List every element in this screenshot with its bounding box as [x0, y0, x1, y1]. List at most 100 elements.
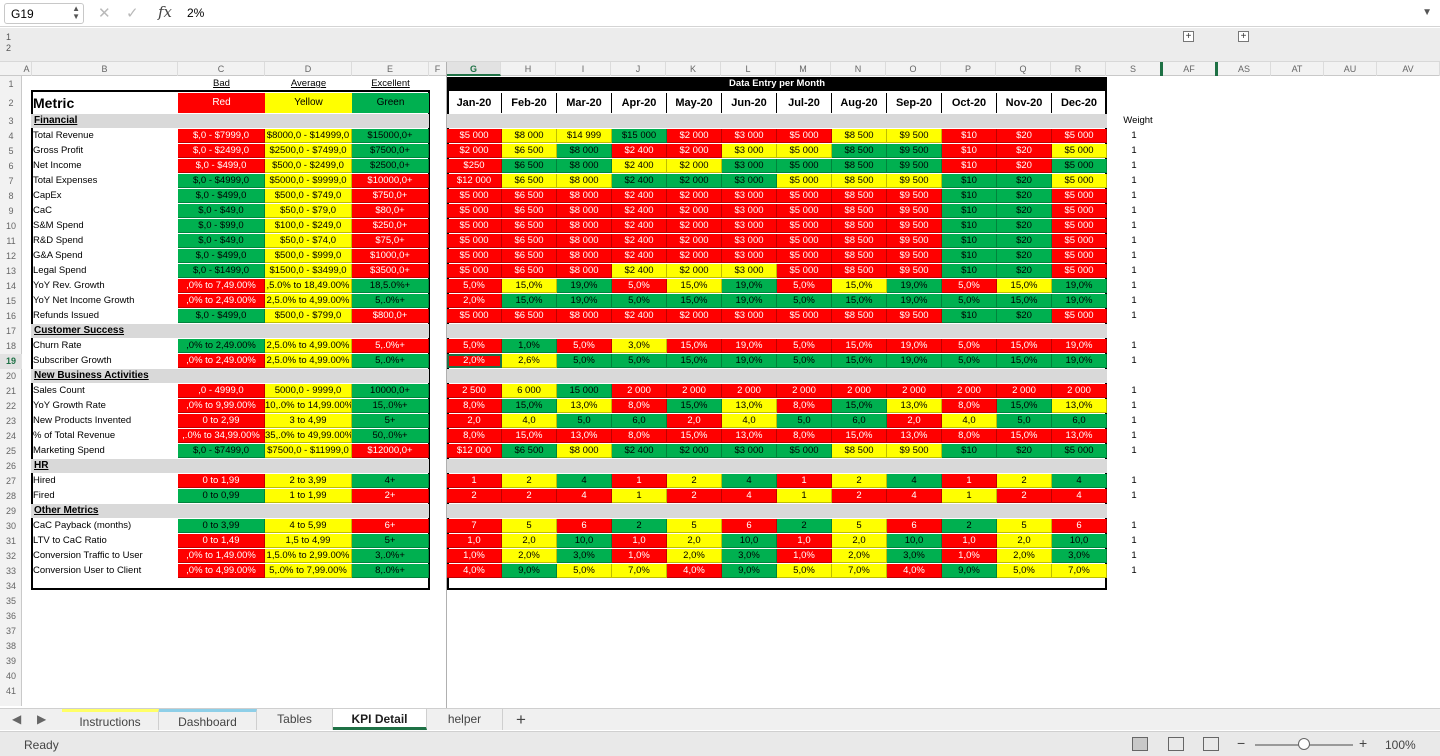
column-header-g[interactable]: G — [447, 62, 501, 76]
threshold-cell[interactable]: 5,.0%+ — [352, 339, 429, 353]
value-cell[interactable]: 2 — [612, 519, 667, 533]
value-cell[interactable]: $5 000 — [777, 309, 832, 323]
row-header-7[interactable]: 7 — [8, 176, 14, 186]
value-cell[interactable]: $6 500 — [502, 174, 557, 188]
value-cell[interactable]: 19,0% — [722, 354, 777, 368]
threshold-cell[interactable]: 35,.0% to 49,99.00% — [265, 429, 352, 443]
outline-level-2[interactable]: 2 — [6, 43, 12, 53]
value-cell[interactable]: 2 — [832, 474, 887, 488]
value-cell[interactable]: $8 500 — [832, 234, 887, 248]
value-cell[interactable]: 15,0% — [832, 399, 887, 413]
threshold-cell[interactable]: $250,0+ — [352, 219, 429, 233]
value-cell[interactable]: 5 — [832, 519, 887, 533]
zoom-out-icon[interactable]: − — [1237, 735, 1246, 751]
value-cell[interactable]: 19,0% — [1052, 339, 1107, 353]
value-cell[interactable]: $8 000 — [557, 144, 612, 158]
value-cell[interactable]: 4 — [887, 489, 942, 503]
threshold-cell[interactable]: ,0% to 7,49.00% — [178, 279, 265, 293]
value-cell[interactable]: $14 999 — [557, 129, 612, 143]
row-header-12[interactable]: 12 — [5, 251, 16, 261]
value-cell[interactable]: $2 400 — [612, 144, 667, 158]
value-cell[interactable]: 2 000 — [777, 384, 832, 398]
value-cell[interactable]: $3 000 — [722, 159, 777, 173]
value-cell[interactable]: 15,0% — [667, 399, 722, 413]
value-cell[interactable]: $3 000 — [722, 249, 777, 263]
value-cell[interactable]: 5,0% — [997, 564, 1052, 578]
threshold-cell[interactable]: $50,0 - $74,0 — [265, 234, 352, 248]
value-cell[interactable]: $5 000 — [447, 204, 502, 218]
value-cell[interactable]: 2 500 — [447, 384, 502, 398]
value-cell[interactable]: 1,0 — [447, 534, 502, 548]
value-cell[interactable]: $3 000 — [722, 444, 777, 458]
value-cell[interactable]: $2 000 — [667, 204, 722, 218]
value-cell[interactable]: 4 — [1052, 474, 1107, 488]
value-cell[interactable]: $2 000 — [667, 174, 722, 188]
threshold-cell[interactable]: 0 to 3,99 — [178, 519, 265, 533]
column-header-i[interactable]: I — [556, 62, 611, 76]
value-cell[interactable]: 19,0% — [722, 294, 777, 308]
threshold-cell[interactable]: $12000,0+ — [352, 444, 429, 458]
threshold-cell[interactable]: $3500,0+ — [352, 264, 429, 278]
value-cell[interactable]: $6 500 — [502, 234, 557, 248]
threshold-cell[interactable]: $10000,0+ — [352, 174, 429, 188]
value-cell[interactable]: 10,0 — [722, 534, 777, 548]
row-header-20[interactable]: 20 — [5, 371, 16, 381]
expand-group-icon[interactable]: + — [1238, 31, 1249, 42]
value-cell[interactable]: $5 000 — [777, 249, 832, 263]
value-cell[interactable]: $20 — [997, 174, 1052, 188]
value-cell[interactable]: $20 — [997, 234, 1052, 248]
value-cell[interactable]: $5 000 — [777, 189, 832, 203]
value-cell[interactable]: $6 500 — [502, 309, 557, 323]
value-cell[interactable]: 2 — [997, 489, 1052, 503]
zoom-in-icon[interactable]: + — [1359, 735, 1368, 751]
value-cell[interactable]: $5 000 — [777, 144, 832, 158]
value-cell[interactable]: $9 500 — [887, 144, 942, 158]
weight-cell[interactable]: 1 — [1131, 565, 1137, 576]
row-header-13[interactable]: 13 — [5, 266, 16, 276]
column-header-p[interactable]: P — [941, 62, 996, 76]
value-cell[interactable]: $2 000 — [667, 129, 722, 143]
row-header-5[interactable]: 5 — [8, 146, 14, 156]
column-header-r[interactable]: R — [1051, 62, 1106, 76]
value-cell[interactable]: 1,0% — [612, 549, 667, 563]
value-cell[interactable]: $2 000 — [667, 264, 722, 278]
threshold-cell[interactable]: ,0% to 1,49.00% — [178, 549, 265, 563]
value-cell[interactable]: 4 — [1052, 489, 1107, 503]
next-sheet-icon[interactable]: ▶ — [37, 712, 47, 726]
value-cell[interactable]: $2 400 — [612, 204, 667, 218]
value-cell[interactable]: $10 — [942, 174, 997, 188]
threshold-cell[interactable]: $100,0 - $249,0 — [265, 219, 352, 233]
value-cell[interactable]: 2 000 — [997, 384, 1052, 398]
value-cell[interactable]: $10 — [942, 219, 997, 233]
value-cell[interactable]: 4,0% — [887, 564, 942, 578]
value-cell[interactable]: 6 — [887, 519, 942, 533]
value-cell[interactable]: 6 000 — [502, 384, 557, 398]
weight-cell[interactable]: 1 — [1131, 520, 1137, 531]
threshold-cell[interactable]: $,0 - $499,0 — [178, 159, 265, 173]
value-cell[interactable]: $5 000 — [777, 174, 832, 188]
value-cell[interactable]: $8 500 — [832, 174, 887, 188]
value-cell[interactable]: $3 000 — [722, 144, 777, 158]
value-cell[interactable]: $8 500 — [832, 444, 887, 458]
weight-cell[interactable]: 1 — [1131, 475, 1137, 486]
value-cell[interactable]: $5 000 — [1052, 189, 1107, 203]
value-cell[interactable]: 2,0 — [447, 414, 502, 428]
value-cell[interactable]: 2 000 — [832, 384, 887, 398]
weight-cell[interactable]: 1 — [1131, 190, 1137, 201]
threshold-cell[interactable]: 5+ — [352, 534, 429, 548]
value-cell[interactable]: 5,0% — [557, 354, 612, 368]
value-cell[interactable]: 13,0% — [557, 399, 612, 413]
value-cell[interactable]: $8 500 — [832, 189, 887, 203]
value-cell[interactable]: $3 000 — [722, 174, 777, 188]
value-cell[interactable]: $20 — [997, 264, 1052, 278]
value-cell[interactable]: $6 500 — [502, 264, 557, 278]
value-cell[interactable]: 5,0% — [447, 279, 502, 293]
outline-level-1[interactable]: 1 — [6, 32, 12, 42]
row-header-19[interactable]: 19 — [0, 354, 22, 369]
threshold-cell[interactable]: 15,.0%+ — [352, 399, 429, 413]
value-cell[interactable]: 5 — [997, 519, 1052, 533]
column-header-at[interactable]: AT — [1271, 62, 1324, 76]
row-header-41[interactable]: 41 — [5, 686, 16, 696]
value-cell[interactable]: 15,0% — [997, 429, 1052, 443]
value-cell[interactable]: 5,0% — [942, 354, 997, 368]
